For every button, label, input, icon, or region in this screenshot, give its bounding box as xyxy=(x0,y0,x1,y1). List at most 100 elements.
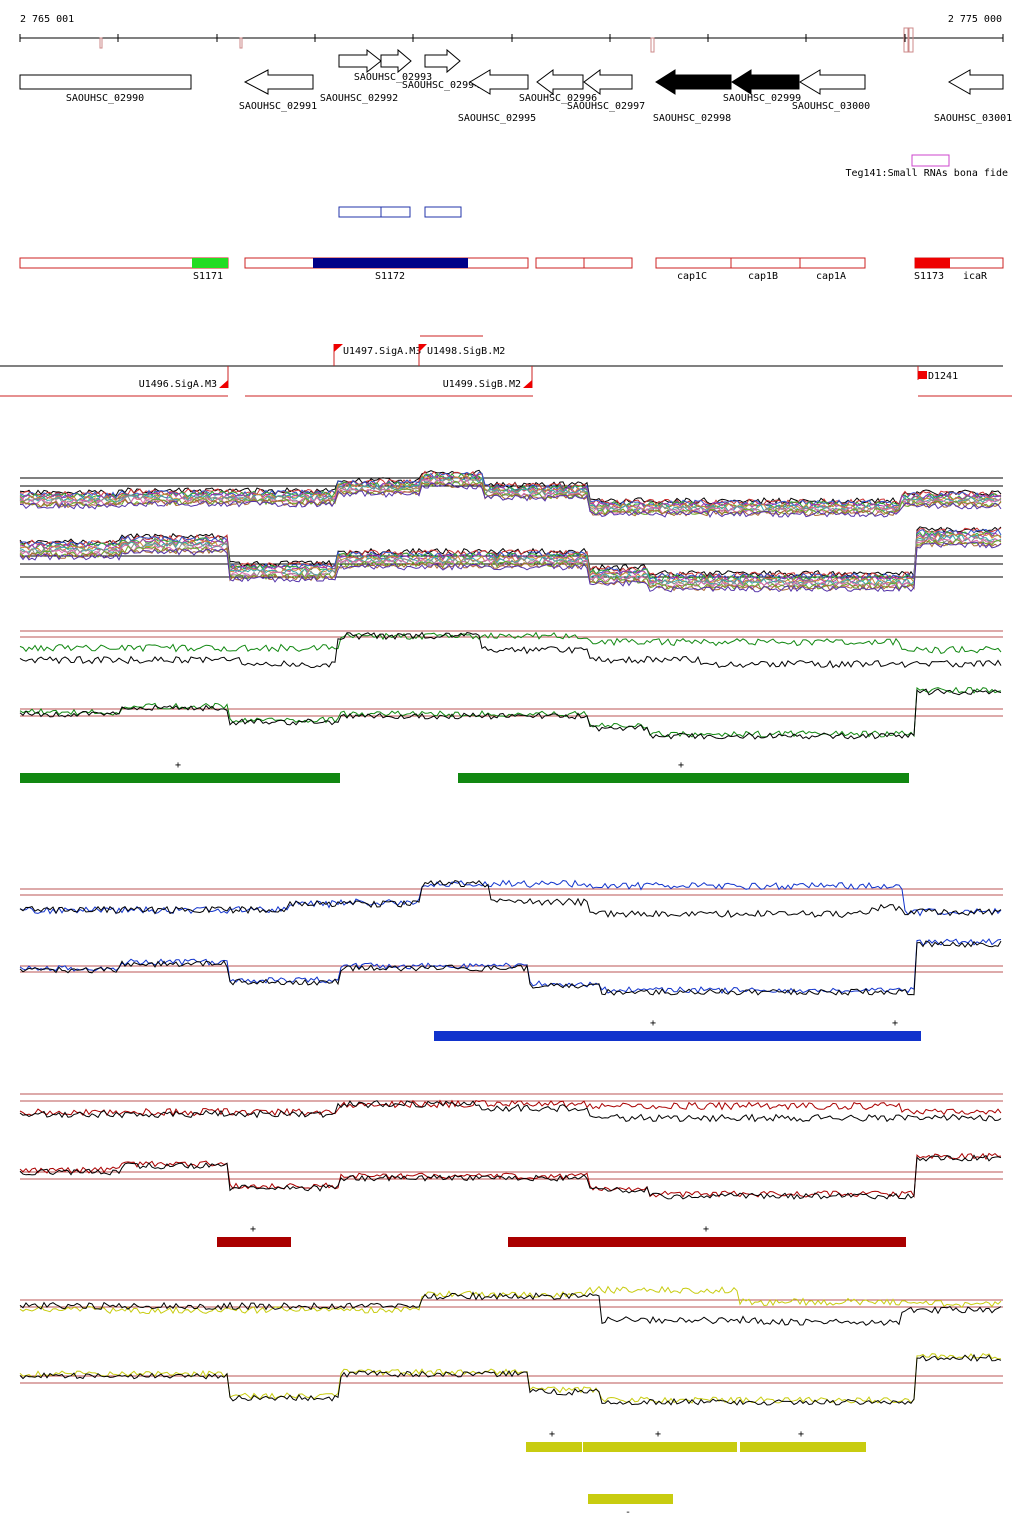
promoter-U1497[interactable]: U1497.SigA.M3 xyxy=(333,344,421,366)
segment-S1171[interactable] xyxy=(192,258,228,268)
small-rna-label: Teg141:Small RNAs bona fide xyxy=(845,168,1008,179)
signal-trace xyxy=(19,1352,1002,1404)
segment-label: icaR xyxy=(963,271,988,282)
signal-trace xyxy=(19,940,1002,996)
gene-SAOUHSC_02998[interactable]: SAOUHSC_02998 xyxy=(653,69,732,124)
gene-label: SAOUHSC_02998 xyxy=(653,113,731,124)
strand-mark: + xyxy=(892,1018,898,1029)
promoter-U1499[interactable]: U1499.SigB.M2 xyxy=(443,366,533,390)
strand-mark: + xyxy=(798,1429,804,1440)
coordinate-ruler: 2 765 001 2 775 000 xyxy=(19,14,1004,53)
multi-lines-reverse xyxy=(19,526,1002,593)
region-bar[interactable] xyxy=(458,773,909,783)
gene-label: SAOUHSC_02996 xyxy=(519,93,597,104)
strand-mark: + xyxy=(650,1018,656,1029)
gene-label: SAOUHSC_03001 xyxy=(934,113,1012,124)
region-bar[interactable] xyxy=(508,1237,906,1247)
segment-label: S1171 xyxy=(193,271,223,282)
region-bar[interactable] xyxy=(526,1442,582,1452)
gene-SAOUHSC_02999[interactable]: SAOUHSC_02999 xyxy=(723,69,801,104)
panel-blue: + + xyxy=(19,879,1003,1041)
signal-trace xyxy=(19,527,1002,579)
ruler-ticks xyxy=(19,34,1004,42)
signal-trace xyxy=(19,688,1002,740)
gene-track: SAOUHSC_02990 SAOUHSC_02991 SAOUHSC_0299… xyxy=(19,48,1012,124)
promoter-label: U1498.SigB.M2 xyxy=(427,346,505,357)
region-bar[interactable] xyxy=(20,773,340,783)
segment-label: S1173 xyxy=(914,271,944,282)
gene-SAOUHSC_02997[interactable]: SAOUHSC_02997 xyxy=(567,69,645,112)
gene-SAOUHSC_02992[interactable]: SAOUHSC_02992 xyxy=(320,48,398,104)
strand-mark: + xyxy=(549,1429,555,1440)
signal-trace xyxy=(19,1353,1002,1406)
small-rna-feature[interactable] xyxy=(911,154,950,167)
signal-trace xyxy=(19,1291,1002,1326)
signal-trace xyxy=(19,686,1002,738)
strand-mark: + xyxy=(678,760,684,771)
promoter-U1496[interactable]: U1496.SigA.M3 xyxy=(139,366,229,390)
segment-label: S1172 xyxy=(375,271,405,282)
segment-label: cap1C xyxy=(677,271,707,282)
gene-label: SAOUHSC_02997 xyxy=(567,101,645,112)
segment-S1173[interactable] xyxy=(915,258,950,268)
coord-start-label: 2 765 001 xyxy=(20,14,74,25)
signal-trace xyxy=(19,879,1002,918)
multi-lines-forward xyxy=(19,469,1002,518)
segment-track: S1171 S1172 cap1C cap1B cap1A S1173 icaR xyxy=(19,257,1004,282)
promoter-label: U1497.SigA.M3 xyxy=(343,346,421,357)
promoter-track: U1497.SigA.M3 U1498.SigB.M2 U1496.SigA.M… xyxy=(0,335,1012,397)
segment-label: cap1B xyxy=(748,271,778,282)
gene-label: SAOUHSC_02999 xyxy=(723,93,801,104)
gene-SAOUHSC_03000[interactable]: SAOUHSC_03000 xyxy=(792,69,870,112)
region-bar[interactable] xyxy=(583,1442,737,1452)
region-bar[interactable] xyxy=(434,1031,921,1041)
signal-trace xyxy=(19,478,1002,515)
gene-SAOUHSC_02990[interactable]: SAOUHSC_02990 xyxy=(19,74,192,104)
panel-darkred: + + xyxy=(19,1093,1003,1247)
signal-trace xyxy=(19,879,1002,917)
blue-feature-track xyxy=(338,206,462,218)
segment-S1172[interactable] xyxy=(313,258,468,268)
gene-SAOUHSC_02994[interactable]: SAOUHSC_02994 xyxy=(402,48,480,91)
panel-green: + + xyxy=(19,630,1003,783)
signal-trace xyxy=(19,938,1002,994)
expression-multi-track xyxy=(19,469,1003,593)
strand-mark: + xyxy=(250,1224,256,1235)
region-bar[interactable] xyxy=(588,1494,673,1504)
gene-SAOUHSC_02991[interactable]: SAOUHSC_02991 xyxy=(239,69,317,112)
ruler-feature-markers xyxy=(99,27,914,53)
gene-label: SAOUHSC_02995 xyxy=(458,113,536,124)
gene-SAOUHSC_02993[interactable]: SAOUHSC_02993 xyxy=(354,48,432,83)
region-bar[interactable] xyxy=(740,1442,866,1452)
strand-mark: - xyxy=(625,1507,631,1518)
panel-yellow: + + + - xyxy=(19,1285,1003,1518)
promoter-D1241[interactable]: D1241 xyxy=(917,366,958,382)
gene-label: SAOUHSC_02991 xyxy=(239,101,317,112)
region-bar[interactable] xyxy=(217,1237,291,1247)
signal-trace xyxy=(19,482,1002,518)
gene-SAOUHSC_02995[interactable]: SAOUHSC_02995 xyxy=(458,69,536,124)
signal-trace xyxy=(19,541,1002,593)
strand-mark: + xyxy=(703,1224,709,1235)
gene-label: SAOUHSC_03000 xyxy=(792,101,870,112)
signal-trace xyxy=(19,1152,1002,1199)
signal-trace xyxy=(19,1100,1002,1123)
signal-trace xyxy=(19,481,1002,517)
signal-trace xyxy=(19,526,1002,578)
signal-trace xyxy=(19,540,1002,592)
signal-trace xyxy=(19,1099,1002,1117)
promoter-U1498[interactable]: U1498.SigB.M2 xyxy=(418,344,505,366)
signal-trace xyxy=(19,533,1002,585)
signal-trace xyxy=(19,1285,1002,1315)
gene-label: SAOUHSC_02992 xyxy=(320,93,398,104)
gene-label: SAOUHSC_02993 xyxy=(354,72,432,83)
strand-mark: + xyxy=(175,760,181,771)
gene-SAOUHSC_03001[interactable]: SAOUHSC_03001 xyxy=(934,69,1012,124)
promoter-label: U1499.SigB.M2 xyxy=(443,379,521,390)
promoter-label: D1241 xyxy=(928,371,958,382)
small-rna-track: Teg141:Small RNAs bona fide xyxy=(845,154,1008,179)
gene-SAOUHSC_02996[interactable]: SAOUHSC_02996 xyxy=(519,69,597,104)
signal-trace xyxy=(19,631,1002,669)
signal-trace xyxy=(19,470,1002,506)
